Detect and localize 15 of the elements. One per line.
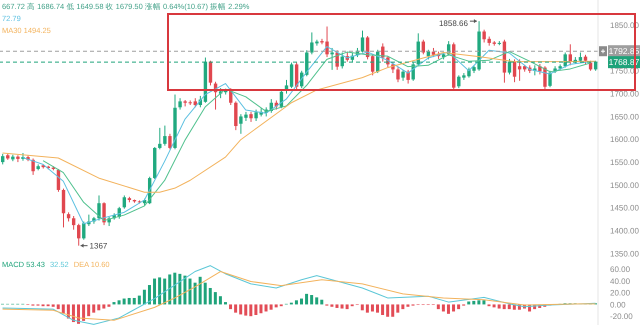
y-tick-label: -20.00 <box>610 312 634 322</box>
y-tick-label: 1700.00 <box>610 89 640 98</box>
y-tick-label: 1550.00 <box>610 158 640 167</box>
y-tick-label: 1400.00 <box>610 226 640 236</box>
y-tick-label: 20.00 <box>610 288 631 298</box>
y-tick-label: 1450.00 <box>610 204 640 213</box>
y-tick-label: 1650.00 <box>610 112 640 122</box>
y-tick-label: 40.00 <box>610 276 631 286</box>
annotation: 1858.66 <box>438 19 468 28</box>
y-tick-label: 0.00 <box>610 300 626 310</box>
y-tick-label: 1500.00 <box>610 180 640 190</box>
y-tick-label: 1350.00 <box>610 249 640 258</box>
annotation: 1367 <box>90 242 108 251</box>
y-tick-label: 1600.00 <box>610 135 640 144</box>
y-tick-label: 60.00 <box>610 265 631 274</box>
